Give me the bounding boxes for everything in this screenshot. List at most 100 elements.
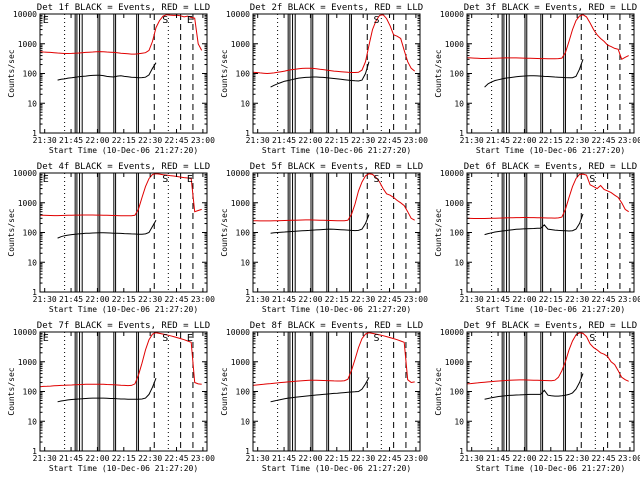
x-axis-label: Start Time (10-Dec-06 21:27:20) [262, 146, 411, 155]
y-tick-label: 100 [450, 70, 465, 79]
y-tick-label: 100 [23, 229, 38, 238]
x-tick-label: 23:00 [404, 295, 428, 304]
y-tick-label: 10 [454, 99, 464, 108]
y-tick-label: 10000 [440, 10, 464, 19]
x-tick-label: 21:45 [272, 454, 296, 463]
y-tick-label: 10 [27, 258, 37, 267]
events-series-line [57, 378, 157, 403]
events-series-line [57, 219, 157, 239]
x-tick-label: 22:45 [591, 454, 615, 463]
y-tick-label: 100 [236, 70, 251, 79]
x-tick-label: 21:45 [486, 136, 510, 145]
x-axis-label: Start Time (10-Dec-06 21:27:20) [262, 305, 411, 314]
x-tick-label: 21:45 [59, 295, 83, 304]
event-lines [491, 14, 621, 133]
y-tick-label: 1 [245, 129, 250, 138]
x-tick-label: 21:45 [486, 454, 510, 463]
y-axis-label: Counts/sec [220, 208, 229, 256]
x-tick-label: 22:00 [298, 454, 322, 463]
lld-series-line [39, 332, 202, 388]
events-series-line [270, 61, 370, 88]
x-tick-label: 21:45 [486, 295, 510, 304]
x-tick-label: 21:45 [272, 136, 296, 145]
x-tick-label: 22:15 [112, 295, 136, 304]
lld-series-line [466, 173, 629, 219]
event-lines [277, 332, 407, 451]
segment-marker: E [187, 333, 193, 344]
y-tick-label: 1 [245, 288, 250, 297]
y-tick-label: 10 [454, 258, 464, 267]
x-tick-label: 22:15 [325, 454, 349, 463]
x-tick-label: 21:30 [246, 136, 270, 145]
x-axis-label: Start Time (10-Dec-06 21:27:20) [476, 464, 625, 473]
x-tick-label: 21:30 [33, 454, 57, 463]
y-axis-label: Counts/sec [220, 49, 229, 97]
panel-det-8: Det 8f BLACK = Events, RED = LLD S 1 10 100 1… [220, 321, 428, 473]
event-lines [491, 332, 621, 451]
lld-series-line [252, 173, 415, 222]
panel-title: Det 3f BLACK = Events, RED = LLD [464, 3, 637, 13]
panel-det-4: Det 4f BLACK = Events, RED = LLD E S E 1 10 10… [7, 162, 215, 314]
events-series-line [57, 62, 157, 81]
event-lines [277, 14, 407, 133]
y-tick-label: 1 [32, 129, 37, 138]
panel-title: Det 5f BLACK = Events, RED = LLD [250, 162, 423, 172]
segment-marker: E [187, 15, 193, 26]
y-tick-label: 1000 [18, 358, 37, 367]
event-lines [491, 173, 621, 292]
plot-frame [466, 331, 635, 452]
x-tick-label: 23:00 [404, 454, 428, 463]
plot-frame [252, 331, 421, 452]
x-tick-label: 22:00 [512, 295, 536, 304]
events-series-line [484, 373, 584, 400]
x-tick-label: 22:00 [85, 454, 109, 463]
lld-series-line [40, 173, 202, 217]
y-axis-label: Counts/sec [220, 367, 229, 415]
y-tick-label: 10 [240, 99, 250, 108]
y-tick-label: 10 [454, 417, 464, 426]
panel-det-7: Det 7f BLACK = Events, RED = LLD E S E 1 10 10… [7, 321, 215, 473]
panel-title: Det 6f BLACK = Events, RED = LLD [464, 162, 637, 172]
y-tick-label: 100 [23, 388, 38, 397]
panel-title: Det 8f BLACK = Events, RED = LLD [250, 321, 423, 331]
y-tick-label: 10 [27, 417, 37, 426]
x-tick-label: 22:15 [325, 136, 349, 145]
lld-series-line [252, 332, 415, 386]
y-tick-label: 1 [32, 288, 37, 297]
segment-marker: S [162, 15, 168, 26]
x-tick-label: 21:30 [33, 295, 57, 304]
x-tick-label: 22:00 [298, 136, 322, 145]
plot-frame [39, 172, 208, 293]
x-axis-label: Start Time (10-Dec-06 21:27:20) [476, 146, 625, 155]
y-tick-label: 1 [459, 447, 464, 456]
x-tick-label: 22:30 [138, 136, 162, 145]
y-axis-label: Counts/sec [7, 367, 16, 415]
panel-title: Det 7f BLACK = Events, RED = LLD [37, 321, 210, 331]
y-tick-label: 10000 [226, 10, 250, 19]
event-lines [64, 14, 194, 133]
y-tick-label: 100 [450, 388, 465, 397]
lld-series-line [252, 14, 416, 75]
x-tick-label: 23:00 [618, 454, 640, 463]
y-axis-label: Counts/sec [7, 49, 16, 97]
y-tick-label: 1 [459, 288, 464, 297]
x-tick-label: 22:00 [85, 295, 109, 304]
lld-series-line [466, 14, 629, 61]
x-axis-label: Start Time (10-Dec-06 21:27:20) [476, 305, 625, 314]
plot-frame [466, 13, 635, 134]
panel-title: Det 1f BLACK = Events, RED = LLD [37, 3, 210, 13]
y-tick-label: 1000 [445, 40, 464, 49]
x-tick-label: 22:15 [112, 136, 136, 145]
event-lines [277, 173, 407, 292]
x-tick-label: 23:00 [191, 295, 215, 304]
panel-det-1: Det 1f BLACK = Events, RED = LLD E S E 1 10 10… [7, 3, 215, 155]
x-tick-label: 22:00 [298, 295, 322, 304]
y-tick-label: 100 [23, 70, 38, 79]
y-tick-label: 1000 [231, 199, 250, 208]
y-axis-label: Counts/sec [434, 208, 443, 256]
x-tick-label: 22:30 [138, 454, 162, 463]
y-axis-label: Counts/sec [434, 367, 443, 415]
segment-marker: S [374, 15, 380, 26]
x-tick-label: 22:45 [164, 454, 188, 463]
